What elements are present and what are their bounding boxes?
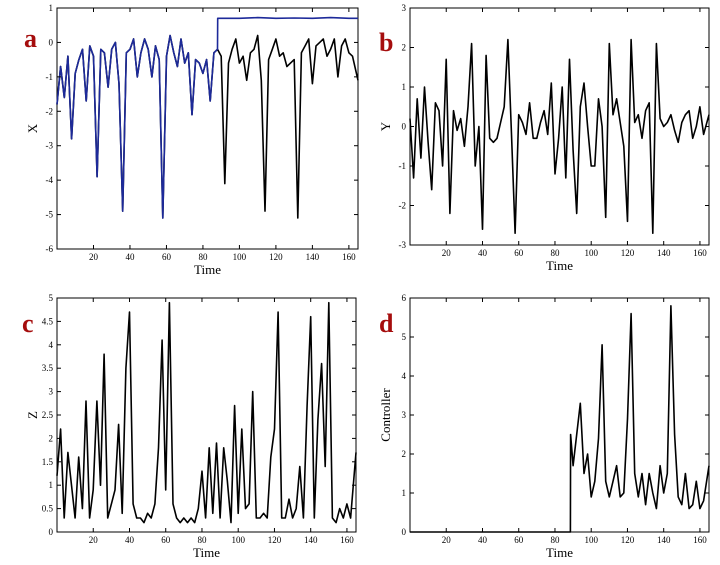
x-tick-label: 120 (621, 248, 635, 258)
x-tick-label: 160 (693, 248, 707, 258)
y-tick-label: 1 (402, 488, 407, 498)
y-tick-label: -4 (46, 175, 54, 185)
x-tick-label: 140 (306, 252, 320, 262)
panel-b: b 20 40 60 80 100 120 140 160 -3 -2 -1 0 1 2 3 Time Y (378, 3, 710, 273)
y-tick-label: 3 (49, 387, 54, 397)
x-tick-label: 120 (269, 252, 283, 262)
series-line-1 (56, 16, 358, 219)
x-tick-label: 100 (584, 248, 598, 258)
y-axis-label: X (25, 123, 40, 133)
x-axis-label: Time (193, 545, 220, 560)
x-axis-label: Time (546, 545, 573, 560)
y-tick-label: 5 (49, 293, 54, 303)
x-tick-label: 20 (442, 535, 452, 545)
x-tick-label: 40 (125, 535, 135, 545)
y-tick-label: 6 (402, 293, 407, 303)
x-tick-label: 60 (162, 252, 172, 262)
series-line-0 (409, 38, 710, 234)
y-tick-label: 3.5 (42, 363, 54, 373)
y-tick-label: 4 (49, 340, 54, 350)
y-tick-label: 2 (402, 43, 407, 53)
y-tick-label: -1 (399, 161, 407, 171)
x-tick-label: 60 (161, 535, 171, 545)
y-tick-label: 4 (402, 371, 407, 381)
x-axis-label: Time (546, 258, 573, 273)
x-tick-label: 60 (514, 535, 524, 545)
panel-letter-d: d (379, 309, 394, 338)
y-axis-label: Z (25, 411, 40, 419)
plot-frame (56, 7, 359, 250)
panel-letter-c: c (22, 309, 34, 338)
x-tick-label: 120 (621, 535, 635, 545)
x-tick-label: 160 (340, 535, 354, 545)
y-tick-label: 3 (402, 3, 407, 13)
y-axis-label: Y (378, 121, 393, 131)
y-tick-label: 1.5 (42, 457, 54, 467)
y-tick-label: 4.5 (42, 316, 54, 326)
panel-a: a 20 40 60 80 100 120 140 160 -6 -5 -4 -3 -2 -1 0 1 Time… (24, 3, 359, 277)
x-tick-label: 140 (304, 535, 318, 545)
x-tick-label: 40 (478, 248, 488, 258)
y-tick-label: 1 (49, 3, 54, 13)
x-tick-label: 140 (657, 535, 671, 545)
y-tick-label: -6 (46, 244, 54, 254)
x-tick-label: 40 (478, 535, 488, 545)
y-tick-label: 1 (402, 82, 407, 92)
y-tick-label: 0 (49, 527, 54, 537)
x-tick-label: 100 (231, 535, 245, 545)
y-tick-label: 0 (49, 37, 54, 47)
y-axis-label: Controller (378, 388, 393, 442)
series-line-0 (410, 304, 710, 533)
x-tick-label: 160 (693, 535, 707, 545)
y-tick-label: -3 (399, 240, 407, 250)
y-tick-label: 2.5 (42, 410, 54, 420)
x-tick-label: 160 (342, 252, 356, 262)
y-tick-label: 2 (49, 433, 54, 443)
x-tick-label: 80 (550, 248, 560, 258)
plot-frame (409, 297, 710, 533)
x-tick-label: 140 (657, 248, 671, 258)
x-tick-label: 120 (268, 535, 282, 545)
y-tick-label: 0 (402, 527, 407, 537)
panel-d: d 20 40 60 80 100 120 140 160 0 1 2 3 4 5 6 Time Control… (378, 293, 710, 560)
panel-letter-b: b (379, 28, 393, 57)
x-tick-label: 80 (550, 535, 560, 545)
panel-c: c 20 40 60 80 100 120 140 160 0 0.5 1 1.5 2 2.5 3 3.5 4 4… (22, 293, 357, 560)
y-tick-label: 3 (402, 410, 407, 420)
x-tick-label: 60 (514, 248, 524, 258)
x-tick-label: 80 (198, 252, 208, 262)
x-tick-label: 100 (584, 535, 598, 545)
y-tick-label: 2 (402, 449, 407, 459)
series-line-0 (56, 301, 357, 524)
x-tick-label: 80 (197, 535, 207, 545)
x-tick-label: 20 (89, 535, 99, 545)
x-tick-label: 100 (233, 252, 247, 262)
y-tick-label: 5 (402, 332, 407, 342)
y-tick-label: 1 (49, 480, 54, 490)
x-axis-label: Time (194, 262, 221, 277)
x-tick-label: 20 (89, 252, 99, 262)
y-tick-label: -1 (46, 72, 54, 82)
y-tick-label: 0 (402, 122, 407, 132)
panel-letter-a: a (24, 24, 37, 53)
y-tick-label: -2 (399, 201, 407, 211)
y-tick-label: 0.5 (42, 504, 54, 514)
x-tick-label: 20 (442, 248, 452, 258)
y-tick-label: -5 (46, 210, 54, 220)
x-tick-label: 40 (125, 252, 135, 262)
y-tick-label: -2 (46, 106, 54, 116)
y-tick-label: -3 (46, 141, 54, 151)
